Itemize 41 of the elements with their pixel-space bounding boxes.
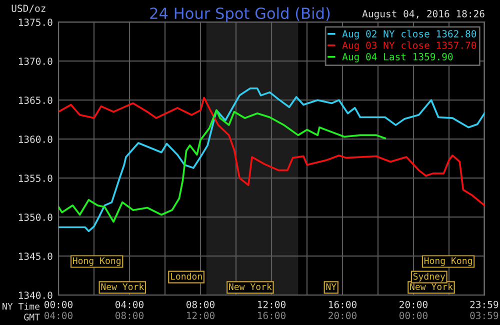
y-tick-label: 1365.0 — [18, 96, 52, 104]
x-tick-label: 16:00 — [329, 300, 357, 308]
annotation: NY — [326, 283, 336, 290]
x2-tick-label: 16:00 — [258, 312, 286, 320]
y-tick-label: 1340.0 — [18, 292, 52, 299]
annotation: Sydney — [413, 272, 446, 282]
x-axis-title: NY Time — [2, 302, 40, 310]
legend-label: Aug 04 Last 1359.90 — [342, 53, 453, 62]
y-tick-label: 1360.0 — [18, 136, 52, 143]
x-tick-label: 20:00 — [400, 300, 428, 308]
annotation: Hong Kong — [72, 257, 120, 266]
annotation: New York — [410, 283, 453, 290]
y-axis-title: USD/oz — [12, 4, 46, 13]
x-tick-label: 12:00 — [258, 300, 286, 308]
y-tick-label: 1375.0 — [18, 18, 52, 26]
y-tick-label: 1350.0 — [18, 214, 52, 221]
text: August 04, 2016 18:26 — [362, 10, 484, 20]
y-tick-label: 1370.0 — [18, 58, 52, 65]
line-series — [58, 96, 484, 206]
y-tick-label: 1345.0 — [18, 252, 52, 260]
line-series — [58, 87, 484, 232]
x-tick-label: 23:59 — [470, 300, 498, 308]
legend-label: Aug 03 NY close 1357.70 — [342, 41, 476, 51]
x-tick-label: 00:00 — [44, 300, 73, 308]
line-series — [58, 109, 386, 223]
chart-title: 24 Hour Spot Gold (Bid) — [150, 7, 330, 22]
x2-tick-label: 12:00 — [187, 312, 215, 320]
x-tick-label: 04:00 — [116, 300, 144, 308]
annotation: New York — [101, 283, 144, 290]
x2-axis-title: GMT — [24, 314, 40, 320]
x2-tick-label: 00:00 — [400, 312, 428, 320]
x2-tick-label: 03:59 — [470, 312, 498, 320]
annotation: London — [170, 272, 202, 280]
annotation: Hong Kong — [424, 257, 472, 266]
annotation: New York — [229, 283, 272, 290]
x-tick-label: 08:00 — [186, 300, 215, 308]
x2-tick-label: 08:00 — [116, 312, 144, 320]
x2-tick-label: 04:00 — [44, 312, 73, 320]
legend-label: Aug 02 NY close 1362.80 — [342, 30, 476, 40]
x2-tick-label: 20:00 — [328, 312, 357, 320]
y-tick-label: 1355.0 — [18, 174, 52, 182]
